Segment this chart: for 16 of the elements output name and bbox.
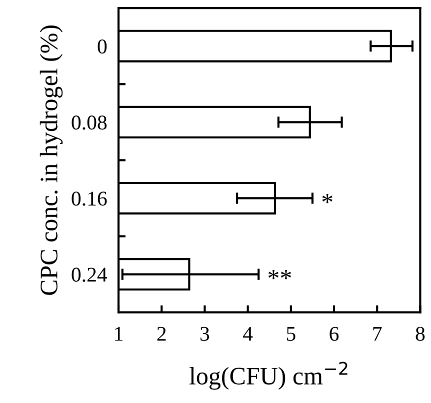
x-tick-label: 7 (373, 327, 382, 341)
x-tick-label: 5 (286, 327, 296, 341)
annotation: ** (268, 270, 292, 280)
annotation: * (322, 194, 332, 204)
x-tick-label: 2 (157, 326, 166, 341)
x-tick-label: 6 (330, 326, 339, 341)
y-tick-label: 0.08 (72, 116, 107, 130)
x-tick-label: 1 (115, 326, 122, 341)
x-tick-label: 4 (243, 326, 253, 341)
y-tick-label: 0.24 (72, 268, 108, 282)
x-tick-label: 3 (200, 326, 210, 341)
x-tick-label: 8 (416, 326, 425, 341)
y-axis-title: CPC conc. in hydrogel (%) (40, 26, 63, 295)
y-tick-label: 0.16 (72, 192, 107, 206)
y-tick-label: 0 (98, 39, 107, 54)
x-axis-title: log(CFU) cm$^{−2}$ (190, 362, 348, 390)
